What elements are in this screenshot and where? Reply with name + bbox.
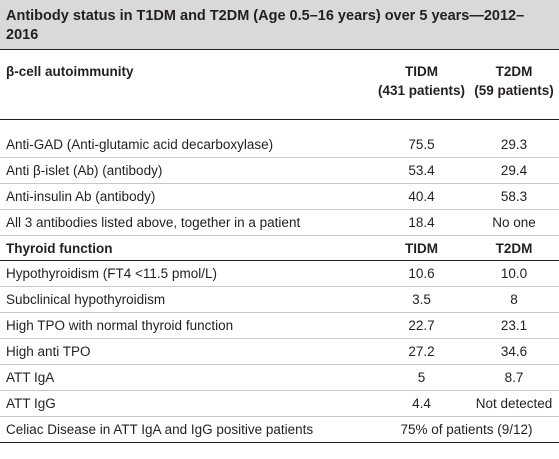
t1dm-value: 27.2	[374, 338, 469, 365]
table-row: Anti-GAD (Anti-glutamic acid decarboxyla…	[0, 132, 559, 158]
t2dm-value: 8	[469, 286, 559, 313]
header-beta-cell-autoimmunity: β-cell autoimmunity	[0, 49, 374, 120]
header-t2dm: T2DM (59 patients)	[469, 49, 559, 120]
row-label: ATT IgA	[0, 364, 374, 391]
row-label: Hypothyroidism (FT4 <11.5 pmol/L)	[0, 260, 374, 287]
row-label: Anti-GAD (Anti-glutamic acid decarboxyla…	[0, 132, 374, 158]
celiac-value: 75% of patients (9/12)	[374, 416, 559, 443]
t2dm-value: 23.1	[469, 312, 559, 339]
table-row: High anti TPO 27.2 34.6	[0, 338, 559, 365]
t2dm-value: 58.3	[469, 183, 559, 210]
table-row: Subclinical hypothyroidism 3.5 8	[0, 286, 559, 313]
row-label: Subclinical hypothyroidism	[0, 286, 374, 313]
header-thyroid-function: Thyroid function	[0, 235, 374, 261]
t2dm-value: 29.3	[469, 132, 559, 158]
row-label: Anti β-islet (Ab) (antibody)	[0, 157, 374, 184]
t2dm-value: 8.7	[469, 364, 559, 391]
table-row: High TPO with normal thyroid function 22…	[0, 312, 559, 339]
t1dm-value: 4.4	[374, 390, 469, 417]
header-t1dm-count: (431 patients)	[377, 83, 466, 98]
t2dm-value: 10.0	[469, 260, 559, 287]
t1dm-value: 10.6	[374, 260, 469, 287]
t2dm-value: 29.4	[469, 157, 559, 184]
t1dm-value: 22.7	[374, 312, 469, 339]
t1dm-value: 18.4	[374, 209, 469, 236]
row-label: ATT IgG	[0, 390, 374, 417]
t1dm-value: 75.5	[374, 132, 469, 158]
table-row: Hypothyroidism (FT4 <11.5 pmol/L) 10.6 1…	[0, 260, 559, 287]
t2dm-value: No one	[469, 209, 559, 236]
table-row: Celiac Disease in ATT IgA and IgG positi…	[0, 416, 559, 443]
spacer-row	[0, 120, 559, 133]
antibody-status-table: β-cell autoimmunity TIDM (431 patients) …	[0, 49, 559, 443]
row-label: Celiac Disease in ATT IgA and IgG positi…	[0, 416, 374, 443]
row-label: High TPO with normal thyroid function	[0, 312, 374, 339]
header-t2dm-name: T2DM	[495, 64, 533, 79]
thyroid-section-header: Thyroid function TIDM T2DM	[0, 235, 559, 261]
table-caption: Antibody status in T1DM and T2DM (Age 0.…	[0, 0, 559, 49]
row-label: High anti TPO	[0, 338, 374, 365]
t1dm-value: 3.5	[374, 286, 469, 313]
t2dm-value: Not detected	[469, 390, 559, 417]
t1dm-value: 53.4	[374, 157, 469, 184]
header-t1dm: TIDM	[374, 235, 469, 261]
table-row: All 3 antibodies listed above, together …	[0, 209, 559, 236]
header-t1dm: TIDM (431 patients)	[374, 49, 469, 120]
table-row: Anti β-islet (Ab) (antibody) 53.4 29.4	[0, 157, 559, 184]
t1dm-value: 40.4	[374, 183, 469, 210]
t1dm-value: 5	[374, 364, 469, 391]
header-t1dm-name: TIDM	[405, 64, 438, 79]
header-t2dm-count: (59 patients)	[474, 83, 554, 98]
table-row: ATT IgG 4.4 Not detected	[0, 390, 559, 417]
row-label: All 3 antibodies listed above, together …	[0, 209, 374, 236]
table-row: Anti-insulin Ab (antibody) 40.4 58.3	[0, 183, 559, 210]
table-header-row: β-cell autoimmunity TIDM (431 patients) …	[0, 49, 559, 120]
table-row: ATT IgA 5 8.7	[0, 364, 559, 391]
row-label: Anti-insulin Ab (antibody)	[0, 183, 374, 210]
header-t2dm: T2DM	[469, 235, 559, 261]
t2dm-value: 34.6	[469, 338, 559, 365]
